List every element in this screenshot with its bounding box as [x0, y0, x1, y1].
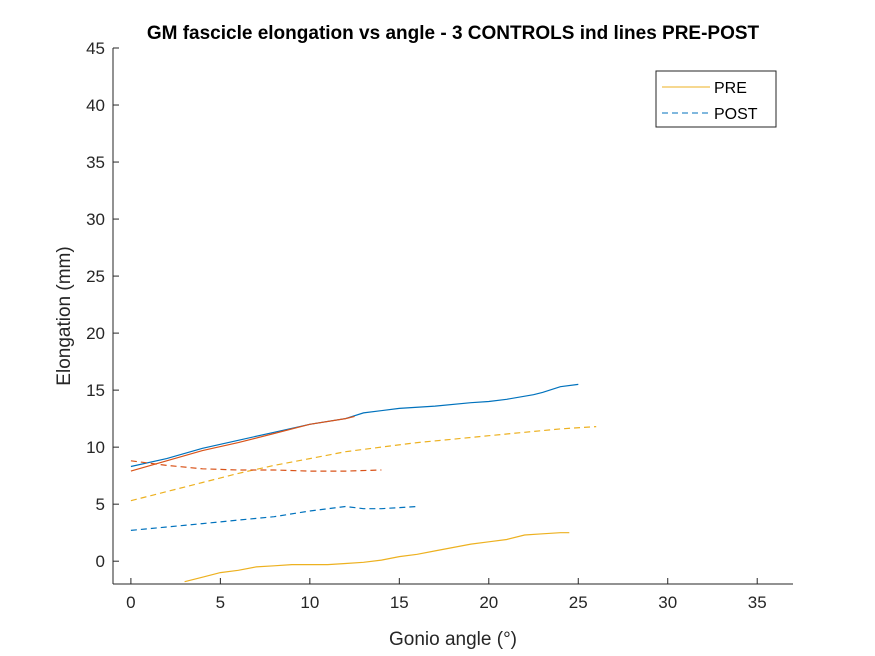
- y-axis-label: Elongation (mm): [54, 246, 75, 385]
- legend-label-pre: PRE: [714, 80, 747, 97]
- y-tick-label: 0: [96, 552, 105, 571]
- x-tick-label: 25: [569, 593, 588, 612]
- y-tick-label: 10: [86, 438, 105, 457]
- legend-box: [655, 70, 777, 128]
- x-tick-label: 20: [479, 593, 498, 612]
- y-tick-label: 40: [86, 96, 105, 115]
- x-axis-label: Gonio angle (°): [389, 629, 517, 650]
- series-layer: [130, 383, 597, 583]
- x-tick-label: 35: [748, 593, 767, 612]
- y-tick-label: 15: [86, 381, 105, 400]
- series-line-5: [130, 505, 418, 531]
- y-tick-label: 30: [86, 210, 105, 229]
- chart-title: GM fascicle elongation vs angle - 3 CONT…: [147, 23, 760, 44]
- y-tick-label: 25: [86, 267, 105, 286]
- x-tick-label: 5: [216, 593, 225, 612]
- series-line-1: [130, 415, 355, 472]
- series-line-4: [130, 460, 382, 472]
- y-tick-label: 35: [86, 153, 105, 172]
- x-tick-label: 0: [126, 593, 135, 612]
- x-ticks: 0 5 10 15 20 25 30 35: [126, 578, 767, 612]
- series-line-3: [130, 426, 597, 502]
- x-tick-label: 10: [300, 593, 319, 612]
- legend: PRE POST: [655, 70, 777, 128]
- x-tick-label: 15: [390, 593, 409, 612]
- y-tick-label: 20: [86, 324, 105, 343]
- series-line-2: [184, 532, 570, 583]
- y-tick-label: 5: [96, 495, 105, 514]
- x-tick-label: 30: [658, 593, 677, 612]
- y-tick-label: 45: [86, 39, 105, 58]
- y-ticks: 0 5 10 15 20 25 30 35 40 45: [86, 39, 119, 571]
- series-line-0: [130, 383, 579, 468]
- legend-label-post: POST: [714, 106, 758, 123]
- plot-area: 0 5 10 15 20 25 30 35 0 5 10 15 20 25 30 35 40 45: [86, 39, 793, 612]
